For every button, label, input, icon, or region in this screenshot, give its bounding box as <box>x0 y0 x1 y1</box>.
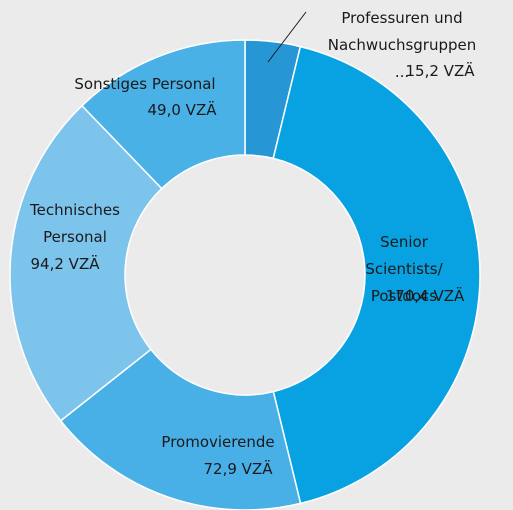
category-label: Promovierende <box>161 433 275 451</box>
value-label: 94,2 VZÄ <box>30 255 100 273</box>
category-label: Senior Scientists/ Postdocs <box>365 233 443 305</box>
category-label: Sonstiges Personal <box>74 75 216 93</box>
value-label: 15,2 VZÄ <box>405 62 475 80</box>
donut-slice <box>272 45 481 505</box>
value-label: 49,0 VZÄ <box>147 101 217 119</box>
value-label: 170,4 VZÄ <box>385 287 465 305</box>
donut-slice <box>9 104 163 422</box>
donut-slice <box>80 39 246 190</box>
category-label: Technisches Personal <box>30 201 120 246</box>
donut-slice <box>59 348 302 510</box>
category-label: Professuren und Nachwuchsgruppen ... <box>327 9 477 81</box>
leader-line <box>267 11 307 63</box>
value-label: 72,9 VZÄ <box>203 460 273 478</box>
